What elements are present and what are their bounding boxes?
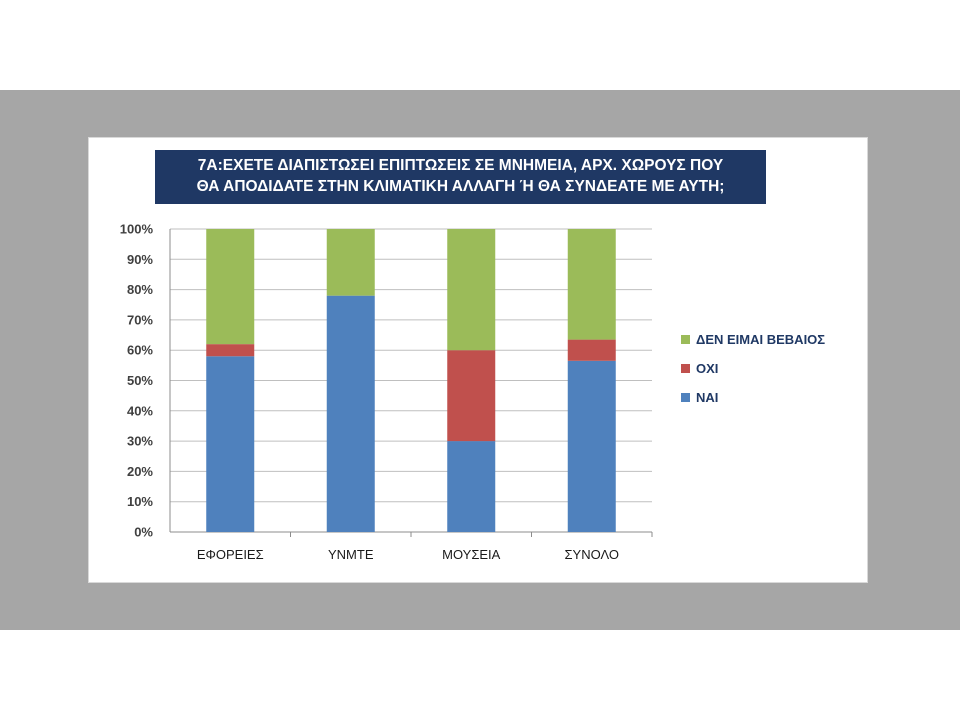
bar-segment xyxy=(206,344,255,357)
x-category-label: ΣΥΝΟΛΟ xyxy=(565,547,620,562)
bar-segment xyxy=(567,360,616,532)
legend-swatch xyxy=(681,335,690,344)
y-tick-label: 100% xyxy=(120,222,154,237)
chart-title: 7Α:ΕΧΕΤΕ ΔΙΑΠΙΣΤΩΣΕΙ ΕΠΙΠΤΩΣΕΙΣ ΣΕ ΜΝΗΜΕ… xyxy=(155,150,766,204)
bar-segment xyxy=(567,339,616,361)
chart-title-line-2: ΘΑ ΑΠΟΔΙΔΑΤΕ ΣΤΗΝ ΚΛΙΜΑΤΙΚΗ ΑΛΛΑΓΗ Ή ΘΑ … xyxy=(196,178,725,195)
y-tick-label: 20% xyxy=(127,464,153,479)
legend-label: ΔΕΝ ΕΙΜΑΙ ΒΕΒΑΙΟΣ xyxy=(696,332,825,347)
legend-label: ΝΑΙ xyxy=(696,390,718,405)
chart-title-line-1: 7Α:ΕΧΕΤΕ ΔΙΑΠΙΣΤΩΣΕΙ ΕΠΙΠΤΩΣΕΙΣ ΣΕ ΜΝΗΜΕ… xyxy=(197,157,724,174)
y-tick-label: 0% xyxy=(134,525,153,540)
y-tick-label: 70% xyxy=(127,312,153,327)
y-tick-label: 10% xyxy=(127,494,153,509)
y-tick-label: 90% xyxy=(127,252,153,267)
y-tick-label: 40% xyxy=(127,403,153,418)
bar-segment xyxy=(447,229,496,351)
legend-label: ΟΧΙ xyxy=(696,361,718,376)
x-category-label: ΥΝΜΤΕ xyxy=(328,547,374,562)
x-category-label: ΜΟΥΣΕΙΑ xyxy=(442,547,501,562)
bar-segment xyxy=(567,229,616,340)
bar-segment xyxy=(206,356,255,532)
y-tick-label: 30% xyxy=(127,434,153,449)
bar-segment xyxy=(326,229,375,296)
x-category-label: ΕΦΟΡΕΙΕΣ xyxy=(197,547,264,562)
y-tick-label: 60% xyxy=(127,343,153,358)
legend-swatch xyxy=(681,364,690,373)
bar-segment xyxy=(447,441,496,532)
y-tick-label: 80% xyxy=(127,282,153,297)
bar-segment xyxy=(447,350,496,442)
bar-segment xyxy=(206,229,255,345)
legend-swatch xyxy=(681,393,690,402)
bar-segment xyxy=(326,295,375,532)
y-tick-label: 50% xyxy=(127,373,153,388)
